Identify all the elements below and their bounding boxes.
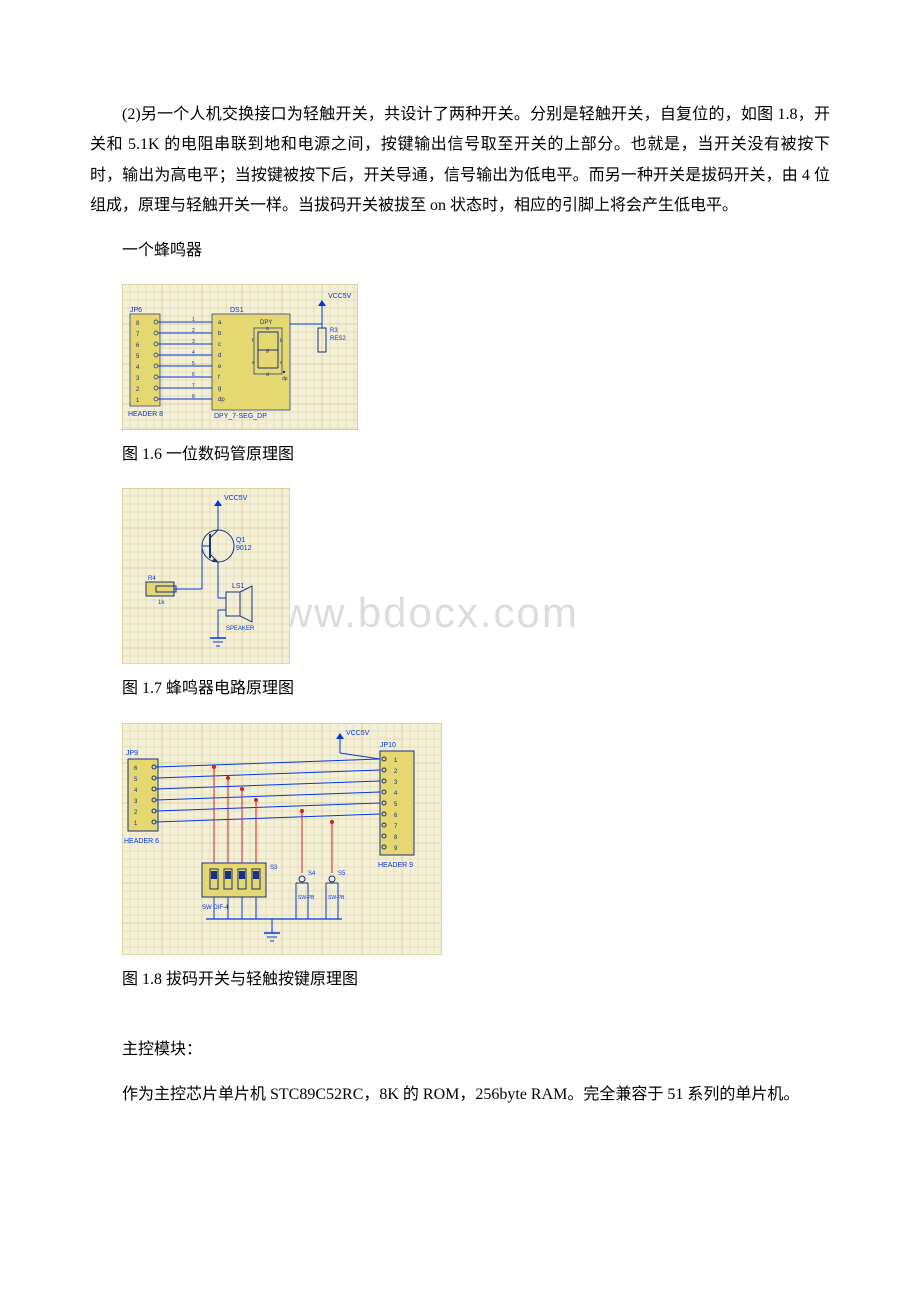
svg-text:VCC5V: VCC5V [346,730,370,737]
svg-text:9012: 9012 [236,545,252,552]
svg-text:R3: R3 [330,328,338,334]
svg-text:S3: S3 [270,865,278,871]
svg-text:S4: S4 [308,871,316,877]
svg-text:Q1: Q1 [236,537,245,544]
figure-1-8: VCC5VJP9654321HEADER 6JP10123456789HEADE… [122,723,830,955]
svg-text:b: b [280,338,283,344]
caption-1-8: 图 1.8 拔码开关与轻触按键原理图 [90,965,830,995]
caption-1-7: 图 1.7 蜂鸣器电路原理图 [90,674,830,704]
svg-text:LS1: LS1 [232,583,245,590]
svg-text:5: 5 [192,361,195,367]
svg-text:DPY_7-SEG_DP: DPY_7-SEG_DP [214,413,267,420]
svg-text:JP6: JP6 [130,307,142,314]
svg-text:DS1: DS1 [230,307,244,314]
svg-text:SPEAKER: SPEAKER [226,626,255,632]
svg-text:VCC5V: VCC5V [224,495,248,502]
figure-1-7: www.bdocx.com VCC5V Q19012 R4 1k LS1 SPEAKER [122,488,830,664]
svg-text:SW-PB: SW-PB [328,895,345,901]
svg-text:R4: R4 [148,576,156,582]
paragraph-1: (2)另一个人机交换接口为轻触开关，共设计了两种开关。分别是轻触开关，自复位的，… [90,100,830,222]
svg-text:JP10: JP10 [380,742,396,749]
svg-text:SW-PB: SW-PB [298,895,315,901]
section-title: 主控模块： [90,1035,830,1065]
svg-text:HEADER 9: HEADER 9 [378,862,413,869]
figure-1-6: VCC5VJP687654321HEADER 8DS1DPYabcdefgdp1… [122,284,830,430]
svg-text:8: 8 [192,394,195,400]
svg-text:dp: dp [218,397,225,403]
svg-text:HEADER 8: HEADER 8 [128,411,163,418]
svg-text:e: e [252,360,255,366]
paragraph-3: 作为主控芯片单片机 STC89C52RC，8K 的 ROM，256byte RA… [90,1080,830,1110]
svg-text:1k: 1k [158,600,165,606]
svg-text:dp: dp [282,376,288,382]
svg-text:d: d [218,353,221,359]
svg-text:JP9: JP9 [126,750,138,757]
svg-text:d: d [266,372,269,378]
svg-text:3: 3 [192,339,195,345]
svg-text:HEADER 6: HEADER 6 [124,838,159,845]
watermark-text: www.bdocx.com [249,573,578,653]
svg-text:g: g [266,348,269,354]
svg-text:g: g [218,386,221,392]
svg-text:4: 4 [192,350,195,356]
svg-text:c: c [218,342,221,348]
svg-text:7: 7 [192,383,195,389]
svg-text:S5: S5 [338,871,346,877]
svg-text:2: 2 [192,328,195,334]
svg-text:RES2: RES2 [330,336,346,342]
svg-text:a: a [266,326,269,332]
svg-text:VCC5V: VCC5V [328,293,352,300]
paragraph-2: 一个蜂鸣器 [90,236,830,266]
svg-text:SW DIF-4: SW DIF-4 [202,905,229,911]
caption-1-6: 图 1.6 一位数码管原理图 [90,440,830,470]
svg-text:6: 6 [192,372,195,378]
svg-text:1: 1 [192,317,195,323]
